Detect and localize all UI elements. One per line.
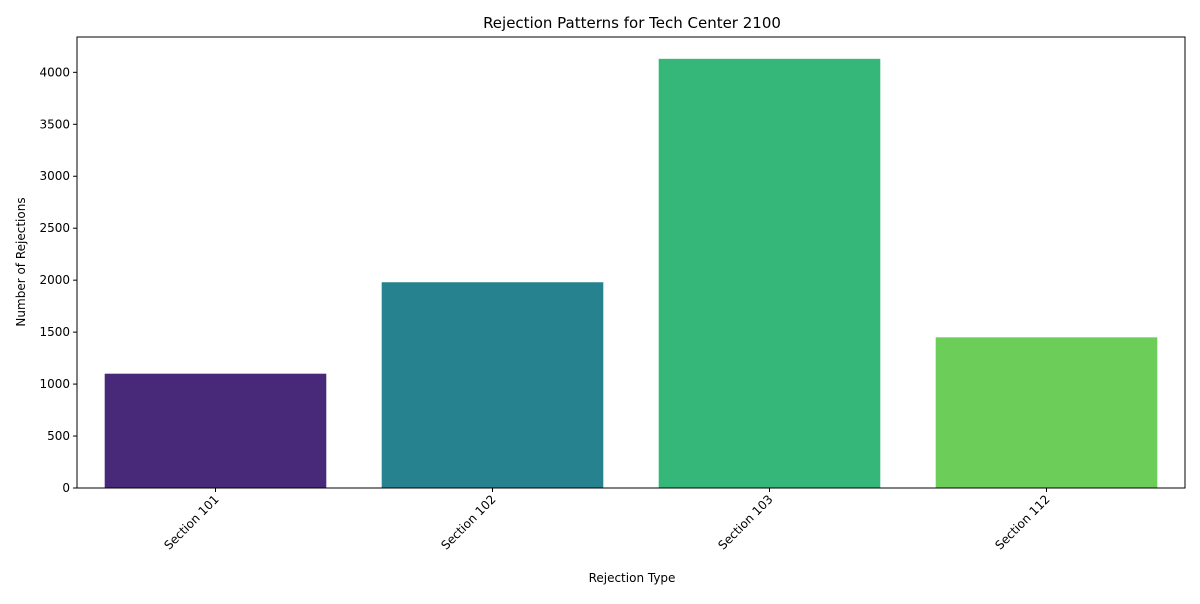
- chart-title: Rejection Patterns for Tech Center 2100: [483, 14, 781, 32]
- y-tick-label: 3000: [39, 169, 70, 183]
- y-axis-label: Number of Rejections: [14, 197, 28, 326]
- y-tick-label: 2000: [39, 273, 70, 287]
- y-tick-label: 500: [47, 429, 70, 443]
- y-tick-label: 1500: [39, 325, 70, 339]
- y-tick-label: 3500: [39, 117, 70, 131]
- bar-section-103: [659, 59, 881, 488]
- x-axis-label: Rejection Type: [589, 571, 676, 585]
- x-tick-label: Section 103: [715, 492, 775, 552]
- x-tick-label: Section 101: [161, 492, 221, 552]
- plot-area: 0 500 1000 1500 2000 2500 3000 3500 4000 Section …: [39, 37, 1185, 553]
- y-tick-label: 0: [62, 481, 70, 495]
- x-tick-label: Section 102: [438, 492, 498, 552]
- bar-section-101: [105, 374, 327, 488]
- y-tick-label: 1000: [39, 377, 70, 391]
- y-tick-label: 2500: [39, 221, 70, 235]
- y-tick-label: 4000: [39, 65, 70, 79]
- bar-section-102: [382, 282, 604, 488]
- x-tick-label: Section 112: [992, 492, 1052, 552]
- bar-section-112: [936, 337, 1158, 488]
